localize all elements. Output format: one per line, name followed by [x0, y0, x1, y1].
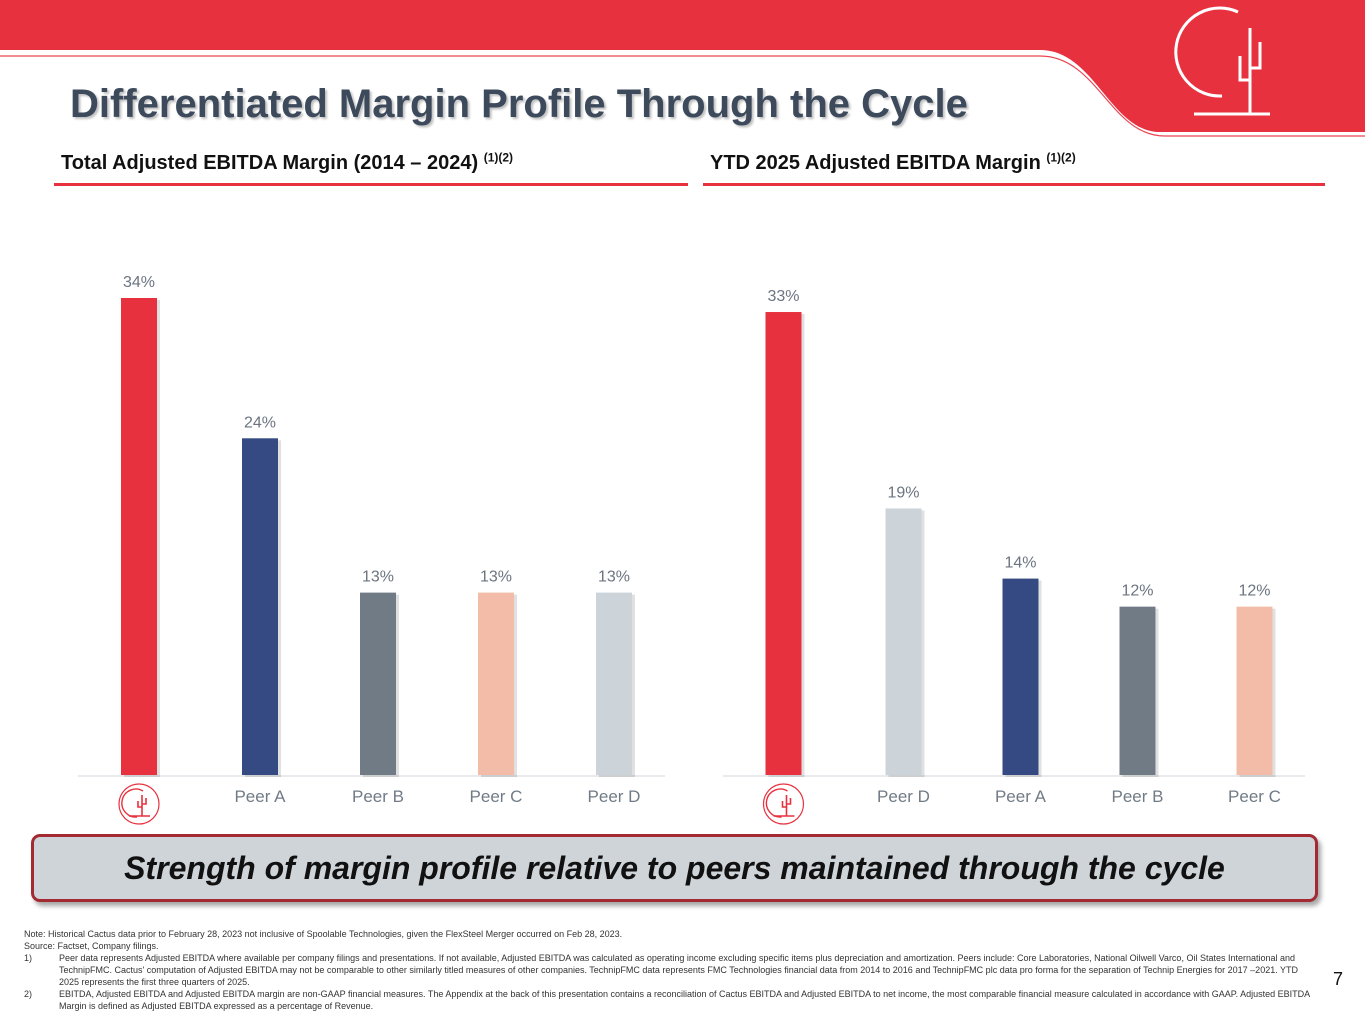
data-label: 12% — [1238, 583, 1270, 600]
category-label: Peer D — [588, 787, 641, 806]
bar-cactus — [765, 312, 802, 775]
data-label: 13% — [480, 569, 512, 586]
footnote-text: Peer data represents Adjusted EBITDA whe… — [59, 953, 1299, 987]
header-band — [0, 0, 1365, 137]
footnote-note: Note: Historical Cactus data prior to Fe… — [24, 929, 623, 939]
bar-peer-a — [242, 438, 278, 775]
footnote-number: 2) — [24, 989, 33, 999]
chart-total-adjusted-ebitda-margin: 34% 24% Peer A 13% Peer B 13% Peer C 13% Peer D — [78, 274, 665, 825]
bar-peer-d — [885, 508, 922, 775]
category-label: Peer B — [1112, 787, 1164, 806]
category-label: Peer A — [234, 787, 286, 806]
data-label: 12% — [1121, 583, 1153, 600]
footnote-item: 1) Peer data represents Adjusted EBITDA … — [24, 952, 1314, 988]
bar-peer-c — [478, 592, 514, 775]
bar-peer-b — [360, 592, 396, 775]
cactus-logo-icon — [762, 783, 805, 825]
category-label: Peer A — [995, 787, 1047, 806]
data-label: 13% — [362, 569, 394, 586]
bar-peer-a — [1002, 578, 1039, 775]
page-number: 7 — [1333, 969, 1344, 989]
footnote-reference: (1)(2) — [483, 150, 514, 165]
cactus-logo-icon — [1174, 6, 1270, 116]
chart-ytd-2025-adjusted-ebitda-margin: 33% 19% Peer D 14% Peer A 12% Peer B 12% Peer C — [723, 288, 1305, 825]
data-label: 24% — [244, 414, 276, 431]
data-label: 19% — [887, 484, 919, 501]
section-heading-text: Total Adjusted EBITDA Margin (2014 – 202… — [61, 152, 479, 174]
footnote-text: EBITDA, Adjusted EBITDA and Adjusted EBI… — [59, 989, 1310, 1011]
data-label: 34% — [123, 274, 155, 291]
bar-peer-c — [1236, 606, 1273, 775]
category-label: Peer C — [470, 787, 523, 806]
bar-cactus — [121, 298, 157, 775]
bar-peer-b — [1119, 606, 1156, 775]
footnote-item: 2) EBITDA, Adjusted EBITDA and Adjusted … — [24, 988, 1314, 1012]
category-label: Peer B — [352, 787, 404, 806]
data-label: 14% — [1004, 555, 1036, 572]
data-label: 33% — [767, 288, 799, 305]
footnote-number: 1) — [24, 953, 33, 963]
section-heading-ytd-margin: YTD 2025 Adjusted EBITDA Margin (1)(2) — [703, 150, 1325, 186]
section-heading-total-margin: Total Adjusted EBITDA Margin (2014 – 202… — [54, 150, 688, 186]
data-label: 13% — [598, 569, 630, 586]
bar-peer-d — [596, 592, 632, 775]
footnotes: Note: Historical Cactus data prior to Fe… — [24, 928, 1314, 1012]
section-heading-text: YTD 2025 Adjusted EBITDA Margin — [710, 152, 1041, 174]
key-takeaway-callout: Strength of margin profile relative to p… — [31, 834, 1318, 902]
category-label: Peer D — [877, 787, 930, 806]
callout-text: Strength of margin profile relative to p… — [124, 849, 1225, 886]
footnote-reference: (1)(2) — [1046, 150, 1076, 165]
page-title: Differentiated Margin Profile Through th… — [70, 82, 968, 126]
category-label: Peer C — [1228, 787, 1281, 806]
cactus-logo-icon — [118, 783, 160, 825]
footnote-source: Source: Factset, Company filings. — [24, 941, 159, 951]
